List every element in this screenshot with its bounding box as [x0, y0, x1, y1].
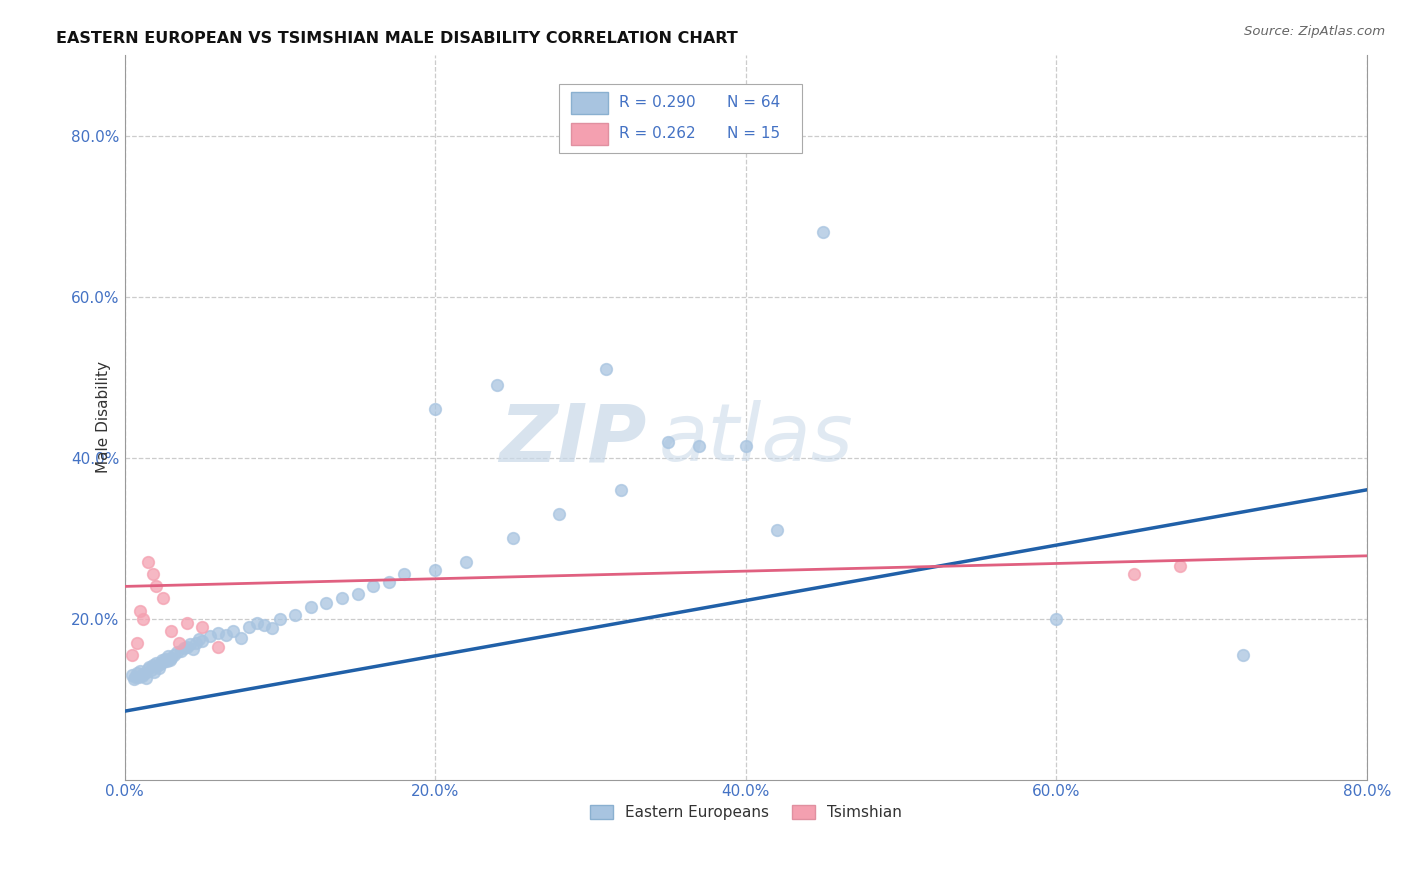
- Point: [734, 438, 756, 452]
- Point: [143, 665, 166, 679]
- Point: [765, 523, 787, 537]
- Point: [166, 645, 188, 659]
- Point: [141, 567, 163, 582]
- Point: [198, 629, 221, 643]
- Point: [153, 652, 176, 666]
- Point: [1232, 648, 1254, 662]
- Point: [145, 656, 167, 670]
- Point: [150, 653, 173, 667]
- Point: [122, 672, 145, 686]
- Point: [160, 651, 183, 665]
- Point: [145, 579, 167, 593]
- Text: R = 0.262: R = 0.262: [619, 126, 696, 141]
- Point: [176, 640, 198, 654]
- Point: [269, 612, 291, 626]
- Point: [315, 595, 337, 609]
- Point: [1122, 567, 1144, 582]
- Point: [148, 661, 170, 675]
- Point: [207, 640, 229, 654]
- Point: [152, 655, 174, 669]
- Text: N = 64: N = 64: [727, 95, 780, 110]
- Point: [610, 483, 633, 497]
- Point: [135, 671, 157, 685]
- Point: [136, 661, 159, 675]
- Point: [330, 591, 353, 606]
- Legend: Eastern Europeans, Tsimshian: Eastern Europeans, Tsimshian: [583, 799, 908, 826]
- Point: [238, 620, 260, 634]
- Text: R = 0.290: R = 0.290: [619, 95, 696, 110]
- Point: [176, 615, 198, 630]
- Point: [136, 555, 159, 569]
- Point: [191, 634, 214, 648]
- Point: [502, 531, 524, 545]
- Point: [392, 567, 415, 582]
- Point: [284, 607, 307, 622]
- Point: [139, 663, 162, 677]
- Point: [159, 653, 181, 667]
- Point: [222, 624, 245, 638]
- Point: [121, 668, 143, 682]
- Point: [361, 579, 384, 593]
- Point: [188, 632, 211, 646]
- FancyBboxPatch shape: [571, 123, 607, 145]
- Point: [813, 225, 835, 239]
- Point: [125, 636, 148, 650]
- Point: [486, 378, 509, 392]
- Point: [141, 658, 163, 673]
- Point: [146, 659, 169, 673]
- Point: [214, 628, 236, 642]
- Point: [181, 642, 204, 657]
- Point: [163, 648, 186, 662]
- Point: [299, 599, 322, 614]
- Point: [688, 438, 710, 452]
- Point: [207, 626, 229, 640]
- Point: [456, 555, 478, 569]
- Point: [157, 649, 180, 664]
- Point: [595, 362, 617, 376]
- Point: [1045, 612, 1067, 626]
- Point: [184, 636, 207, 650]
- Point: [179, 637, 201, 651]
- Point: [134, 665, 156, 680]
- Point: [423, 402, 446, 417]
- Point: [129, 603, 152, 617]
- Point: [346, 587, 368, 601]
- Point: [132, 612, 155, 626]
- Point: [169, 644, 191, 658]
- Y-axis label: Male Disability: Male Disability: [96, 361, 111, 474]
- Point: [138, 660, 160, 674]
- Point: [173, 641, 195, 656]
- Point: [160, 624, 183, 638]
- Point: [132, 667, 155, 681]
- FancyBboxPatch shape: [560, 84, 801, 153]
- Text: atlas: atlas: [659, 401, 853, 478]
- Point: [149, 657, 172, 672]
- Point: [121, 648, 143, 662]
- Point: [155, 654, 177, 668]
- Point: [129, 664, 152, 678]
- Text: EASTERN EUROPEAN VS TSIMSHIAN MALE DISABILITY CORRELATION CHART: EASTERN EUROPEAN VS TSIMSHIAN MALE DISAB…: [56, 31, 738, 46]
- Point: [377, 575, 399, 590]
- Point: [167, 636, 190, 650]
- Point: [423, 563, 446, 577]
- Text: N = 15: N = 15: [727, 126, 780, 141]
- Point: [253, 618, 276, 632]
- Point: [128, 670, 150, 684]
- Point: [152, 591, 174, 606]
- Point: [245, 615, 267, 630]
- Text: ZIP: ZIP: [499, 401, 647, 478]
- Point: [191, 620, 214, 634]
- Point: [657, 434, 679, 449]
- Point: [125, 666, 148, 681]
- Point: [262, 621, 284, 635]
- Text: Source: ZipAtlas.com: Source: ZipAtlas.com: [1244, 25, 1385, 38]
- Point: [548, 507, 571, 521]
- Point: [1170, 559, 1192, 574]
- Point: [229, 631, 252, 645]
- Point: [124, 669, 146, 683]
- FancyBboxPatch shape: [571, 92, 607, 114]
- Point: [131, 669, 153, 683]
